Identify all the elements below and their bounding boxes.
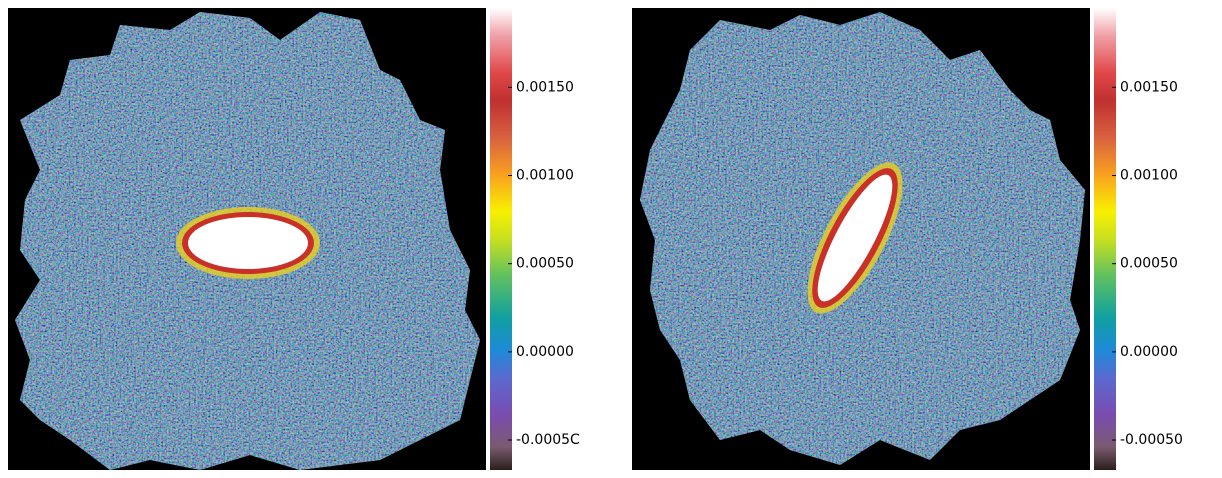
colorbar-tick-label: 0.00150 [516, 79, 574, 95]
colorbar-tick-label: 0.00050 [1120, 256, 1178, 272]
colorbar [490, 8, 512, 470]
colorbar-tick-label: -0.00050 [1120, 432, 1183, 448]
colorbar-tick-label: 0.00100 [1120, 168, 1178, 184]
colorbar-tick-label: 0.00050 [516, 256, 574, 272]
figure: -0.0005C 0.00000 0.00050 0.00100 0.00150 -0.0… [0, 0, 1222, 478]
colorbar-tick-label: 0.00100 [516, 168, 574, 184]
colorbar-tick-label: 0.00000 [516, 344, 574, 360]
colorbar [1094, 8, 1116, 470]
galaxy-core [188, 217, 308, 269]
colorbar-tick-label: 0.00000 [1120, 344, 1178, 360]
colorbar-tick-label: -0.0005C [516, 432, 580, 448]
colorbar-tick-label: 0.00150 [1120, 79, 1178, 95]
